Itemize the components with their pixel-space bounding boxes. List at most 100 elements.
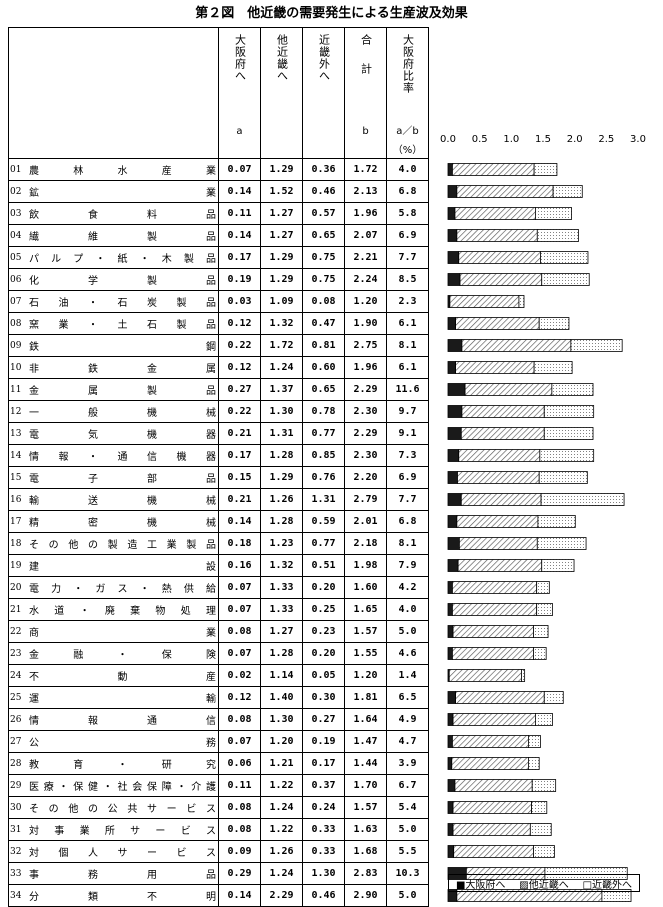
bar-other-kinki	[452, 713, 536, 726]
bar-osaka	[447, 779, 456, 792]
sector-label: 教育・研究	[29, 760, 216, 771]
sector-code: 06	[10, 274, 22, 285]
table-row: 27 公務 0.07 1.20 0.19 1.47 4.7	[8, 730, 429, 753]
bar-outside	[528, 735, 541, 748]
x-tick-label: 0.0	[440, 134, 456, 145]
x-tick-label: 2.0	[567, 134, 583, 145]
table-row: 26 情報通信 0.08 1.30 0.27 1.64 4.9	[8, 708, 429, 731]
legend-outside-text: □近畿外へ	[582, 879, 633, 891]
sector-code: 24	[10, 670, 22, 681]
bar-osaka	[447, 515, 458, 528]
bar-outside	[521, 669, 526, 682]
bar-osaka	[447, 735, 453, 748]
sector-code: 12	[10, 406, 22, 417]
bar-outside	[552, 185, 583, 198]
legend-item-osaka: ■大阪府へ	[456, 876, 505, 891]
bar-osaka	[447, 559, 459, 572]
header-osaka-sub: a	[236, 126, 243, 137]
sector-code: 16	[10, 494, 22, 505]
x-tick-label: 1.0	[503, 134, 519, 145]
sector-code: 09	[10, 340, 22, 351]
bar-other-kinki	[452, 625, 534, 638]
bar-other-kinki	[461, 405, 545, 418]
bar-outside	[533, 647, 547, 660]
bar-osaka	[447, 603, 453, 616]
sector-code: 08	[10, 318, 22, 329]
table-row: 30 その他の公共サービス 0.08 1.24 0.24 1.57 5.4	[8, 796, 429, 819]
chart-legend: ■大阪府へ ▨他近畿へ □近畿外へ	[448, 874, 640, 892]
value-ratio: 7.7	[386, 488, 429, 511]
bar-other-kinki	[459, 273, 543, 286]
bar-outside	[544, 867, 628, 880]
bar-outside	[528, 757, 540, 770]
bar-other-kinki	[453, 845, 534, 858]
bar-other-kinki	[455, 691, 545, 704]
bar-outside	[570, 339, 623, 352]
bar-outside	[540, 251, 589, 264]
sector-code: 18	[10, 538, 22, 549]
sector-label: 不動産	[29, 672, 216, 683]
bar-other-kinki	[460, 427, 545, 440]
chart-title: 第２図 他近畿の需要発生による生産波及効果	[195, 6, 468, 21]
bar-other-kinki	[456, 229, 538, 242]
bar-outside	[533, 845, 555, 858]
sector-code: 14	[10, 450, 22, 461]
sector-label: 運輸	[29, 694, 216, 705]
bar-outside	[533, 625, 549, 638]
table-row: 13 電気機器 0.21 1.31 0.77 2.29 9.1	[8, 422, 429, 445]
header-ratio: 大阪府比率 a／b （%）	[386, 27, 429, 159]
sector-label: 飲食料品	[29, 210, 216, 221]
sector-label: 建設	[29, 562, 216, 573]
sector-label: 鉄鋼	[29, 342, 216, 353]
bar-outside	[540, 493, 625, 506]
legend-osaka-text: ■大阪府へ	[455, 879, 506, 891]
table-body: 01 農林水産業 0.07 1.29 0.36 1.72 4.0 02 鉱業 0.14 1.52 0.…	[8, 158, 429, 907]
sector-code: 17	[10, 516, 22, 527]
sector-code: 29	[10, 780, 22, 791]
bar-other-kinki	[460, 493, 542, 506]
sector-label: 鉱業	[29, 188, 216, 199]
header-total-sub: b	[362, 126, 369, 137]
bar-other-kinki	[448, 669, 522, 682]
table-row: 03 飲食料品 0.11 1.27 0.57 1.96 5.8	[8, 202, 429, 225]
bar-other-kinki	[455, 317, 540, 330]
sector-code: 15	[10, 472, 22, 483]
table-row: 04 繊維製品 0.14 1.27 0.65 2.07 6.9	[8, 224, 429, 247]
sector-label: 非鉄金属	[29, 364, 216, 375]
value-ratio: 4.0	[386, 158, 429, 181]
sector-label: 金融・保険	[29, 650, 216, 661]
header-other-kinki-label: 他近畿へ	[275, 34, 289, 82]
sector-code: 13	[10, 428, 22, 439]
bar-other-kinki	[452, 823, 531, 836]
bar-osaka	[447, 251, 460, 264]
header-sector	[8, 27, 219, 159]
header-outside: 近畿外へ	[302, 27, 345, 159]
bar-outside	[543, 427, 594, 440]
bar-outside	[535, 207, 572, 220]
bar-osaka	[447, 361, 456, 374]
value-ratio: 8.1	[386, 532, 429, 555]
sector-code: 27	[10, 736, 22, 747]
sector-code: 33	[10, 868, 22, 879]
sector-code: 22	[10, 626, 22, 637]
table-row: 11 金属製品 0.27 1.37 0.65 2.29 11.6	[8, 378, 429, 401]
sector-code: 01	[10, 164, 22, 175]
sector-code: 25	[10, 692, 22, 703]
sector-label: 電力・ガス・熱供給	[29, 584, 216, 595]
x-tick-label: 2.5	[598, 134, 614, 145]
bar-other-kinki	[452, 163, 535, 176]
bar-osaka	[447, 493, 462, 506]
header-osaka-label: 大阪府へ	[233, 34, 247, 82]
table-row: 31 対事業所サービス 0.08 1.22 0.33 1.63 5.0	[8, 818, 429, 841]
bar-osaka	[447, 537, 460, 550]
sector-cell: 29 医療・保健・社会保障・介護	[8, 774, 219, 797]
bar-osaka	[447, 405, 463, 418]
value-ratio: 5.4	[386, 796, 429, 819]
sector-label: 繊維製品	[29, 232, 216, 243]
sector-label: その他の公共サービス	[29, 804, 216, 815]
table-row: 02 鉱業 0.14 1.52 0.46 2.13 6.8	[8, 180, 429, 203]
bar-osaka	[447, 273, 461, 286]
sector-code: 30	[10, 802, 22, 813]
bar-outside	[541, 559, 575, 572]
bar-osaka	[447, 163, 453, 176]
